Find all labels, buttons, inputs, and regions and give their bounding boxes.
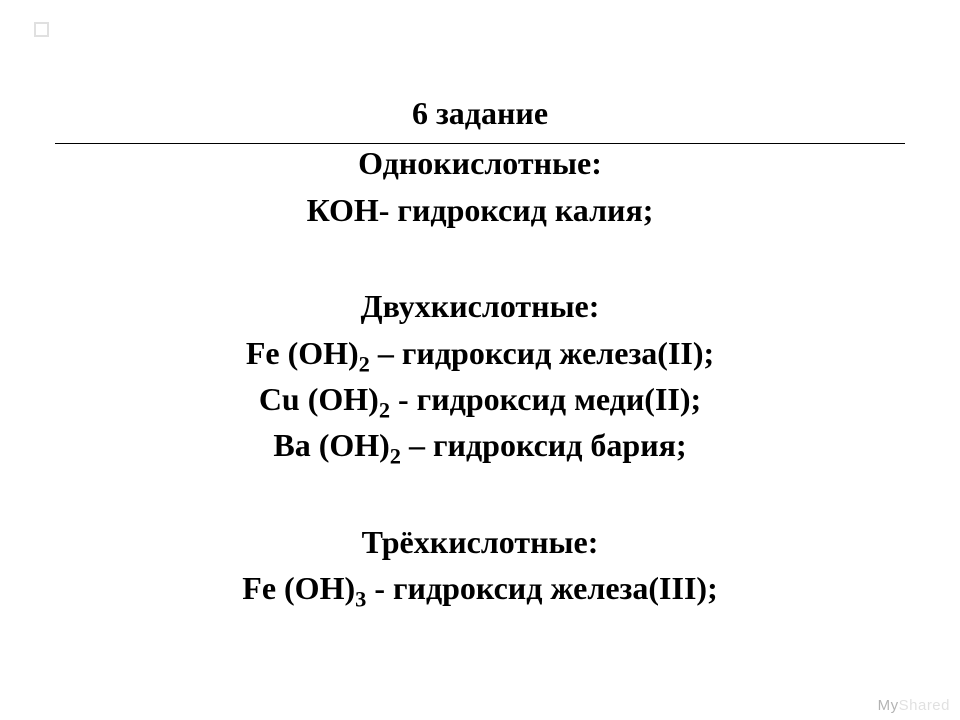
compound-name: гидроксид железа(II); [402, 335, 714, 371]
group-monoacidic: Однокислотные: КОН- гидроксид калия; [0, 140, 960, 233]
watermark: MyShared [878, 697, 950, 714]
decorative-square [34, 22, 49, 37]
formula-pre: Ba (OH) [273, 427, 389, 463]
spacer [0, 469, 960, 515]
formula-pre: Fe (OH) [246, 335, 359, 371]
compound-line: Cu (OH)2 - гидроксид меди(II); [0, 376, 960, 422]
formula-sub: 2 [359, 351, 370, 376]
formula-pre: КОН [307, 192, 379, 228]
slide: 6 задание Однокислотные: КОН- гидроксид … [0, 0, 960, 720]
slide-content: 6 задание Однокислотные: КОН- гидроксид … [0, 90, 960, 612]
group-heading: Трёхкислотные: [0, 519, 960, 565]
compound-line: Fe (OH)3 - гидроксид железа(III); [0, 565, 960, 611]
formula-sub: 3 [355, 587, 366, 612]
dash: – [409, 427, 425, 463]
dash: – [378, 335, 394, 371]
group-triacidic: Трёхкислотные: Fe (OH)3 - гидроксид желе… [0, 519, 960, 612]
group-diacidic: Двухкислотные: Fe (OH)2 – гидроксид желе… [0, 283, 960, 469]
formula-pre: Fe (OH) [242, 570, 355, 606]
dash: - [398, 381, 409, 417]
formula-sub: 2 [379, 397, 390, 422]
compound-line: Ba (OH)2 – гидроксид бария; [0, 422, 960, 468]
compound-line: КОН- гидроксид калия; [0, 187, 960, 233]
watermark-right: Shared [899, 697, 950, 714]
slide-title: 6 задание [0, 90, 960, 136]
formula-pre: Cu (OH) [259, 381, 379, 417]
group-heading: Однокислотные: [0, 140, 960, 186]
compound-name: гидроксид железа(III); [393, 570, 718, 606]
compound-line: Fe (OH)2 – гидроксид железа(II); [0, 330, 960, 376]
spacer [0, 233, 960, 279]
dash: - [374, 570, 385, 606]
compound-name: гидроксид меди(II); [417, 381, 702, 417]
formula-sub: 2 [390, 444, 401, 469]
compound-name: гидроксид калия; [397, 192, 653, 228]
group-heading: Двухкислотные: [0, 283, 960, 329]
dash: - [379, 192, 390, 228]
watermark-left: My [878, 697, 899, 714]
compound-name: гидроксид бария; [433, 427, 687, 463]
